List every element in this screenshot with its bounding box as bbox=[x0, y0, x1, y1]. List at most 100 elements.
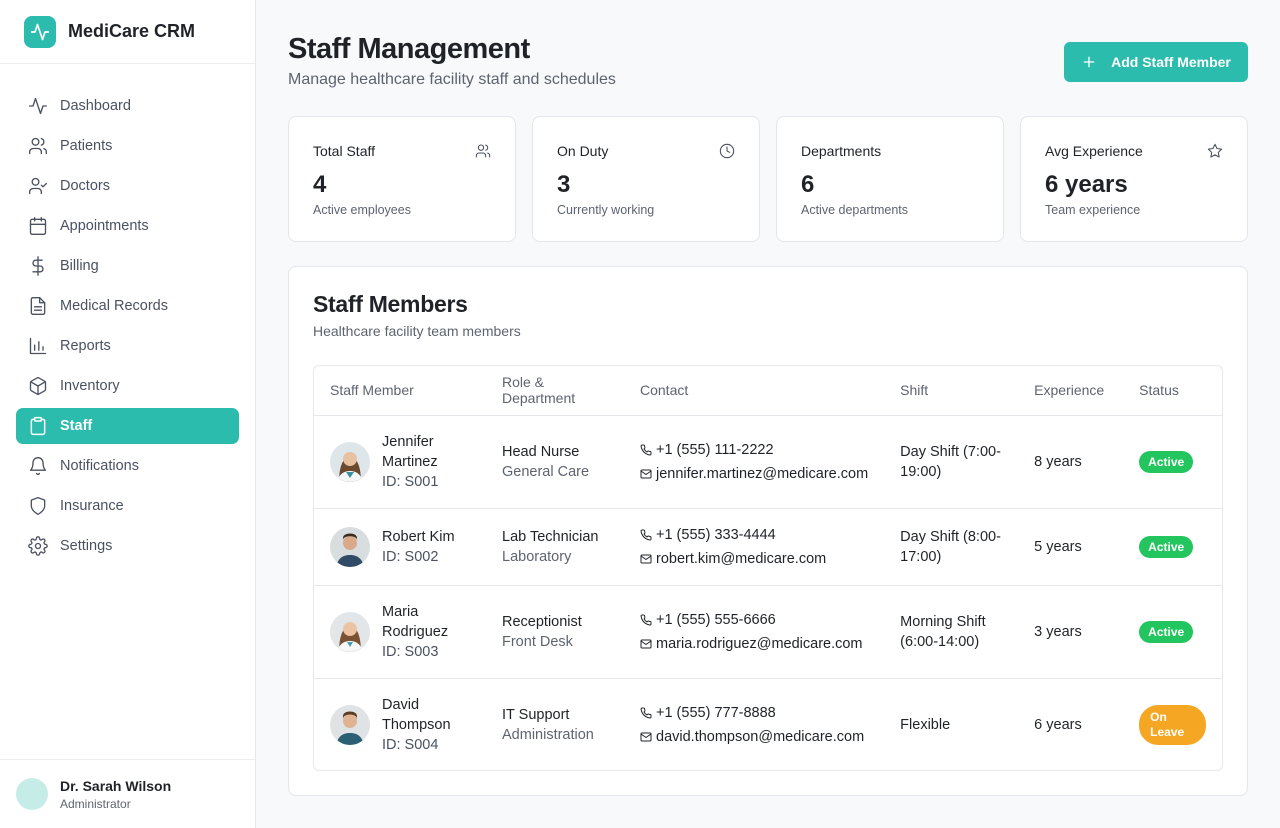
staff-department: Laboratory bbox=[502, 548, 572, 565]
staff-name: Robert Kim bbox=[382, 528, 455, 545]
stat-card-total-staff: Total Staff 4 Active employees bbox=[288, 116, 516, 242]
stat-note: Active employees bbox=[313, 203, 411, 217]
staff-role: Head Nurse bbox=[502, 443, 580, 460]
staff-role: IT Support bbox=[502, 706, 570, 723]
sidebar-item-label: Reports bbox=[60, 338, 111, 354]
staff-experience: 8 years bbox=[1018, 415, 1124, 509]
sidebar-item-dashboard[interactable]: Dashboard bbox=[16, 88, 239, 124]
stat-note: Currently working bbox=[557, 203, 655, 217]
staff-id: ID: S001 bbox=[382, 473, 439, 490]
stat-label: Total Staff bbox=[313, 143, 376, 159]
status-badge: Active bbox=[1139, 620, 1194, 643]
panel-title: Staff Members bbox=[313, 291, 468, 317]
file-text-icon bbox=[30, 297, 46, 315]
sidebar-item-notifications[interactable]: Notifications bbox=[16, 448, 239, 484]
table-row[interactable]: David Thompson ID: S004 IT Support Admin… bbox=[314, 678, 1222, 770]
sidebar-item-label: Insurance bbox=[60, 498, 124, 514]
stat-card-departments: Departments 6 Active departments bbox=[776, 116, 1004, 242]
column-header: Staff Member bbox=[314, 366, 486, 416]
staff-experience: 3 years bbox=[1018, 585, 1124, 679]
stat-label: Departments bbox=[801, 143, 882, 159]
activity-logo-icon bbox=[24, 15, 56, 48]
clock-icon bbox=[719, 143, 735, 159]
staff-phone[interactable]: +1 (555) 555-6666 bbox=[656, 611, 776, 628]
column-header: Role & Department bbox=[486, 366, 624, 416]
staff-shift: Flexible bbox=[900, 716, 951, 733]
sidebar-item-medical-records[interactable]: Medical Records bbox=[16, 288, 239, 324]
stat-card-avg-experience: Avg Experience 6 years Team experience bbox=[1020, 116, 1248, 242]
staff-department: Front Desk bbox=[502, 633, 573, 650]
panel-subtitle: Healthcare facility team members bbox=[313, 323, 521, 339]
status-badge: Active bbox=[1139, 450, 1194, 473]
add-staff-button[interactable]: Add Staff Member bbox=[1064, 42, 1248, 82]
sidebar-item-inventory[interactable]: Inventory bbox=[16, 368, 239, 404]
phone-icon bbox=[640, 444, 652, 455]
calendar-icon bbox=[29, 217, 47, 235]
staff-email[interactable]: jennifer.martinez@medicare.com bbox=[656, 465, 869, 482]
stat-value: 3 bbox=[557, 171, 571, 198]
sidebar-item-appointments[interactable]: Appointments bbox=[16, 208, 239, 244]
staff-phone[interactable]: +1 (555) 333-4444 bbox=[656, 526, 776, 543]
staff-id: ID: S002 bbox=[382, 548, 439, 565]
table-row[interactable]: Maria Rodriguez ID: S003 Receptionist Fr… bbox=[314, 585, 1222, 679]
staff-email[interactable]: maria.rodriguez@medicare.com bbox=[656, 635, 863, 652]
stat-card-on-duty: On Duty 3 Currently working bbox=[532, 116, 760, 242]
sidebar-item-doctors[interactable]: Doctors bbox=[16, 168, 239, 204]
user-role: Administrator bbox=[60, 796, 131, 811]
activity-icon bbox=[29, 97, 47, 115]
star-icon bbox=[1207, 143, 1223, 158]
sidebar-item-label: Appointments bbox=[60, 218, 149, 234]
sidebar-item-insurance[interactable]: Insurance bbox=[16, 488, 239, 524]
add-staff-label: Add Staff Member bbox=[1111, 54, 1231, 70]
clipboard-icon bbox=[30, 416, 46, 436]
staff-shift: Day Shift (7:00-19:00) bbox=[900, 443, 1001, 480]
gear-icon bbox=[28, 536, 48, 556]
phone-icon bbox=[640, 707, 652, 719]
sidebar-item-label: Billing bbox=[60, 258, 99, 274]
sidebar-item-patients[interactable]: Patients bbox=[16, 128, 239, 164]
staff-email[interactable]: david.thompson@medicare.com bbox=[656, 728, 865, 745]
staff-role: Receptionist bbox=[502, 613, 582, 630]
staff-name: David Thompson bbox=[382, 696, 451, 733]
staff-experience: 6 years bbox=[1034, 716, 1082, 733]
staff-department: General Care bbox=[502, 463, 590, 480]
status-badge: Active bbox=[1139, 535, 1194, 558]
stat-label: On Duty bbox=[557, 143, 609, 159]
bell-icon bbox=[29, 457, 47, 475]
sidebar-item-settings[interactable]: Settings bbox=[16, 528, 239, 564]
user-name: Dr. Sarah Wilson bbox=[60, 777, 172, 794]
brand: MediCare CRM bbox=[0, 0, 255, 64]
package-icon bbox=[29, 377, 47, 396]
sidebar-item-staff[interactable]: Staff bbox=[16, 408, 239, 444]
main-content: Staff Management Manage healthcare facil… bbox=[256, 0, 1280, 828]
plus-icon bbox=[1083, 56, 1095, 68]
user-profile[interactable]: Dr. Sarah Wilson Administrator bbox=[0, 759, 255, 828]
staff-id: ID: S004 bbox=[382, 736, 439, 753]
mail-icon bbox=[640, 732, 652, 742]
phone-icon bbox=[640, 614, 652, 625]
sidebar-item-label: Staff bbox=[60, 418, 93, 434]
mail-icon bbox=[640, 469, 652, 478]
table-row[interactable]: Jennifer Martinez ID: S001 Head Nurse Ge… bbox=[314, 415, 1222, 509]
staff-phone[interactable]: +1 (555) 777-8888 bbox=[656, 704, 776, 721]
stats-row: Total Staff 4 Active employees On Duty 3… bbox=[288, 116, 1248, 242]
staff-email[interactable]: robert.kim@medicare.com bbox=[656, 550, 827, 567]
staff-shift: Day Shift (8:00-17:00) bbox=[900, 528, 1001, 565]
column-header: Status bbox=[1123, 366, 1222, 416]
sidebar-item-billing[interactable]: Billing bbox=[16, 248, 239, 284]
staff-id: ID: S003 bbox=[382, 643, 439, 660]
stat-note: Team experience bbox=[1045, 203, 1141, 217]
page-subtitle: Manage healthcare facility staff and sch… bbox=[288, 71, 616, 88]
users-icon bbox=[29, 137, 47, 155]
page-title: Staff Management bbox=[288, 33, 530, 65]
staff-name: Jennifer Martinez bbox=[382, 433, 438, 470]
staff-experience: 5 years bbox=[1018, 508, 1124, 586]
stat-value: 6 years bbox=[1045, 171, 1128, 198]
sidebar-item-label: Inventory bbox=[60, 378, 120, 394]
sidebar-item-reports[interactable]: Reports bbox=[16, 328, 239, 364]
sidebar-item-label: Patients bbox=[60, 138, 113, 154]
stat-label: Avg Experience bbox=[1045, 143, 1143, 159]
staff-phone[interactable]: +1 (555) 111-2222 bbox=[656, 441, 774, 458]
table-row[interactable]: Robert Kim ID: S002 Lab Technician Labor… bbox=[314, 508, 1222, 586]
staff-role: Lab Technician bbox=[502, 528, 599, 545]
